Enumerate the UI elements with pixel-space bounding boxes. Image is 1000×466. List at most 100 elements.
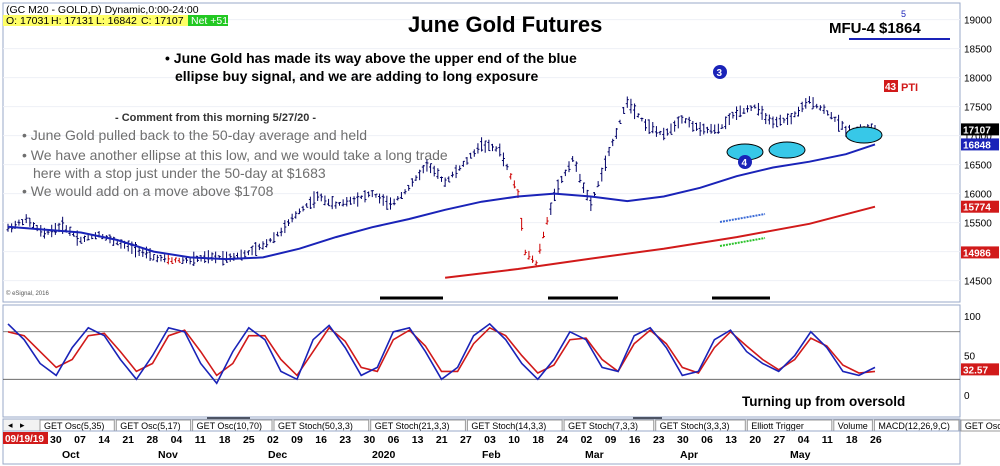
date-tick-label: 30 <box>677 434 689 446</box>
month-label: Nov <box>158 449 178 461</box>
wave-3-label: 3 <box>717 68 723 79</box>
date-tick-label: 30 <box>364 434 376 446</box>
osc-grid <box>3 331 960 380</box>
price-badge <box>961 123 999 136</box>
price-tick-label: 19000 <box>964 16 992 27</box>
date-tick-label: 18 <box>532 434 544 446</box>
comment-line-4: • We would add on a move above $1708 <box>22 183 274 199</box>
wave-4-marker <box>738 155 752 169</box>
indicator-tab-label: GET Osc(10,70) <box>197 421 262 431</box>
date-tick-label: 13 <box>725 434 737 446</box>
mfu-label: MFU-4 $1864 <box>829 20 921 37</box>
date-tick-label: 14 <box>98 434 110 446</box>
price-tick-label: 15500 <box>964 219 992 230</box>
moving-average-ma200 <box>444 205 876 279</box>
ohlc-high: H: 17131 <box>51 15 94 27</box>
date-tick-label: 13 <box>412 434 424 446</box>
ohlc-open: O: 17031 <box>6 15 49 27</box>
date-tick-label: 16 <box>315 434 327 446</box>
mfu-superscript: 5 <box>901 9 906 19</box>
price-badge-label: 14986 <box>963 248 991 259</box>
indicator-tab-label: GET Osc(5,35) <box>44 421 104 431</box>
indicator-tab[interactable] <box>960 419 1000 432</box>
start-date-badge <box>3 432 48 444</box>
date-tick-label: 04 <box>798 434 810 446</box>
price-tick-label: 18500 <box>964 45 992 56</box>
osc-badge-label: 32.57 <box>963 365 988 376</box>
tab-scroll-right: ▸ <box>20 420 25 430</box>
osc-tick-label: 50 <box>964 352 976 363</box>
tab-scroll-left: ◂ <box>8 420 13 430</box>
price-tick-label: 17000 <box>964 132 992 143</box>
copyright: © eSignal, 2016 <box>6 290 49 297</box>
price-badges: 17107 16848 15774 14986 32.57 <box>961 123 999 376</box>
date-tick-label: 03 <box>484 434 496 446</box>
trend-markers <box>719 213 766 247</box>
moving-averages <box>7 143 876 279</box>
indicator-tab-label: GET Stoch(3,3,3) <box>660 421 730 431</box>
date-tick-label: 27 <box>774 434 786 446</box>
price-tick-label: 14500 <box>964 277 992 288</box>
date-tick-label: 21 <box>122 434 134 446</box>
month-label: Apr <box>680 449 698 461</box>
date-tick-label: 09 <box>291 434 303 446</box>
date-tick-label: 06 <box>388 434 400 446</box>
month-label: Mar <box>585 449 604 461</box>
price-badge-label: 16848 <box>963 140 991 151</box>
indicator-tab-label: GET Stoch(7,3,3) <box>568 421 638 431</box>
comment-line-3: here with a stop just under the 50-day a… <box>33 165 326 181</box>
green-projection-marker <box>719 237 766 247</box>
date-tick-label: 28 <box>146 434 158 446</box>
pti-label: PTI <box>901 82 918 94</box>
symbol-label: (GC M20 - GOLD,D) Dynamic,0:00-24:00 <box>6 4 199 16</box>
price-tick-label: 18000 <box>964 74 992 85</box>
date-tick-label: 09 <box>605 434 617 446</box>
start-date: 09/19/19 <box>5 434 44 445</box>
wave-4-label: 4 <box>742 158 748 169</box>
net-label: Net +51 <box>191 15 228 27</box>
chart-title: June Gold Futures <box>408 12 602 37</box>
price-badge <box>961 246 999 259</box>
indicator-tab-label: GET Stoch(50,3,3) <box>278 421 353 431</box>
price-tick-label: 16000 <box>964 190 992 201</box>
date-tick-label: 24 <box>556 434 568 446</box>
indicator-tab-label: MACD(12,26,9,C) <box>878 421 950 431</box>
date-tick-label: 10 <box>508 434 520 446</box>
date-tick-label: 11 <box>195 434 206 446</box>
oscillator-slow <box>7 326 876 377</box>
month-label: Dec <box>268 449 287 461</box>
net-badge <box>188 15 228 26</box>
price-tick-label: 17500 <box>964 103 992 114</box>
price-badge <box>961 138 999 151</box>
date-tick-label: 30 <box>50 434 62 446</box>
date-tick-label: 23 <box>653 434 665 446</box>
month-label: Feb <box>482 449 501 461</box>
osc-note: Turning up from oversold <box>742 394 905 409</box>
date-tick-label: 27 <box>460 434 472 446</box>
date-tick-label: 11 <box>822 434 833 446</box>
oscillator-pane[interactable] <box>2 304 961 418</box>
buy-signal-ellipse <box>768 141 806 159</box>
pti-badge <box>884 80 898 92</box>
month-label: 2020 <box>372 449 396 461</box>
osc-axis: 0 50 100 <box>964 312 981 402</box>
date-tick-label: 07 <box>74 434 86 446</box>
osc-tick-label: 100 <box>964 312 981 323</box>
date-tick-label: 16 <box>629 434 641 446</box>
indicator-tab-label: Elliott Trigger <box>751 421 804 431</box>
indicator-tab-label: GET Osc(3,10) <box>965 421 1000 431</box>
date-tick-label: 02 <box>581 434 593 446</box>
date-tick-label: 18 <box>846 434 858 446</box>
indicator-tab-label: GET Osc(5,17) <box>120 421 180 431</box>
date-tick-label: 25 <box>243 434 255 446</box>
price-grid <box>3 19 960 282</box>
blue-projection-marker <box>719 213 766 223</box>
indicator-tab-label: GET Stoch(14,3,3) <box>471 421 546 431</box>
indicator-tabs[interactable]: ◂ ▸ GET Osc(5,35) GET Osc(5,17) GET Osc(10,7… <box>2 418 1000 432</box>
month-label: May <box>790 449 811 461</box>
comment-header: - Comment from this morning 5/27/20 - <box>115 112 316 124</box>
indicator-tab-label: Volume <box>838 421 868 431</box>
osc-tick-label: 0 <box>964 391 970 402</box>
oscillator-lines <box>7 322 876 385</box>
